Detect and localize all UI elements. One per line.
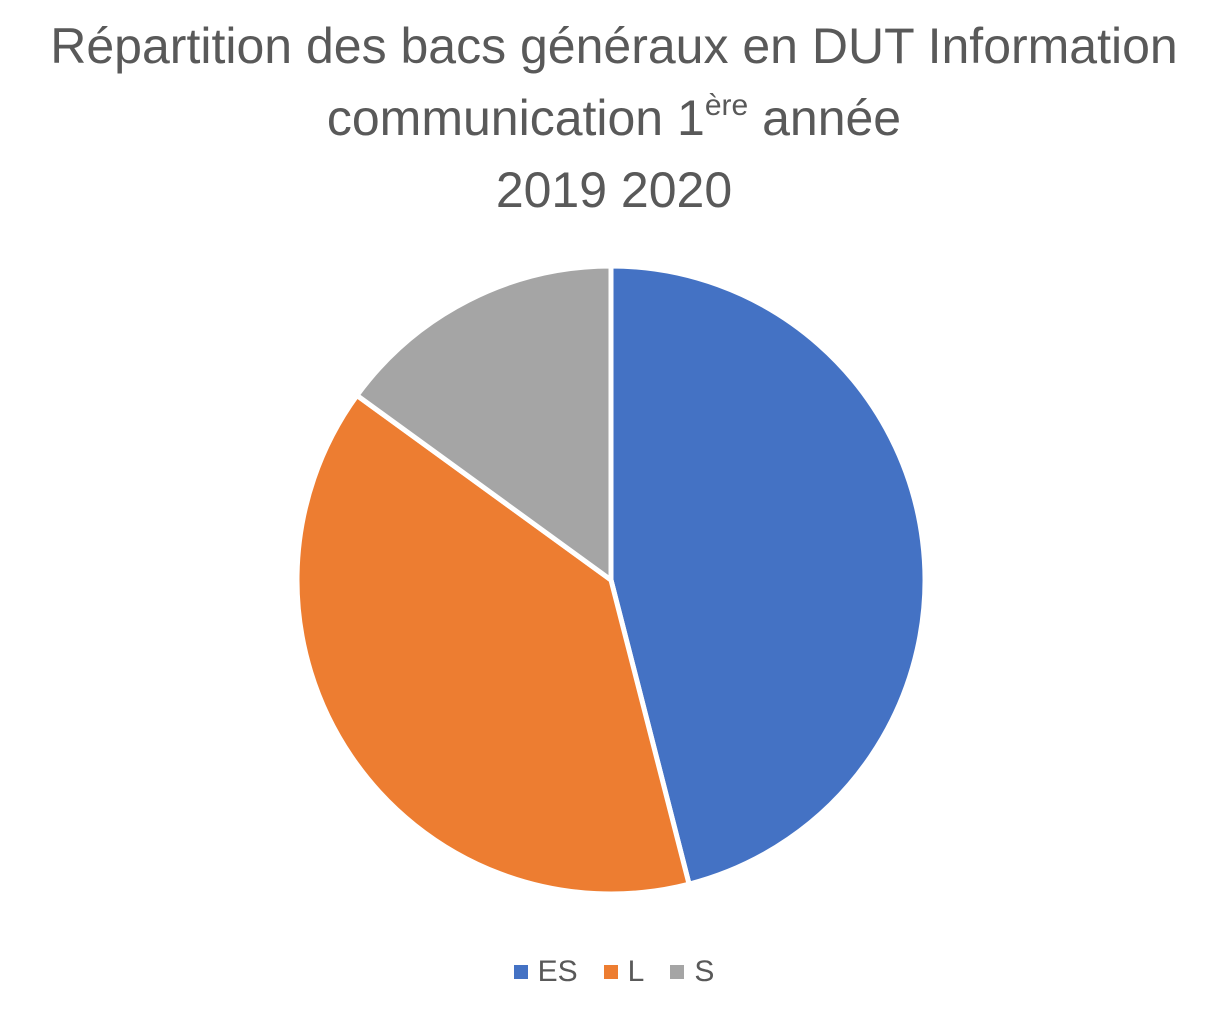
legend-item-s: S <box>670 955 714 989</box>
legend-swatch-l <box>603 965 618 979</box>
legend-swatch-s <box>670 965 685 979</box>
legend-swatch-es <box>513 965 528 979</box>
chart-title-superscript: ère <box>704 89 749 122</box>
pie-slice-es <box>608 263 928 887</box>
legend-label-es: ES <box>537 955 578 988</box>
legend-label-s: S <box>694 955 715 988</box>
chart-title-line-2-start: communication 1 <box>326 90 705 146</box>
legend-item-es: ES <box>513 955 578 989</box>
chart-title: Répartition des bacs généraux en DUT Inf… <box>0 10 1228 226</box>
chart-legend: ES L S <box>0 955 1228 989</box>
chart-title-line-2: communication 1ère année <box>0 82 1228 154</box>
chart-title-line-2-end: année <box>748 90 902 146</box>
pie-slice-s <box>354 263 614 583</box>
chart-title-line-1: Répartition des bacs généraux en DUT Inf… <box>50 18 1178 74</box>
chart-title-line-3: 2019 2020 <box>495 162 733 218</box>
pie-slice-l <box>294 392 692 897</box>
legend-item-l: L <box>603 955 645 989</box>
legend-label-l: L <box>627 955 645 988</box>
